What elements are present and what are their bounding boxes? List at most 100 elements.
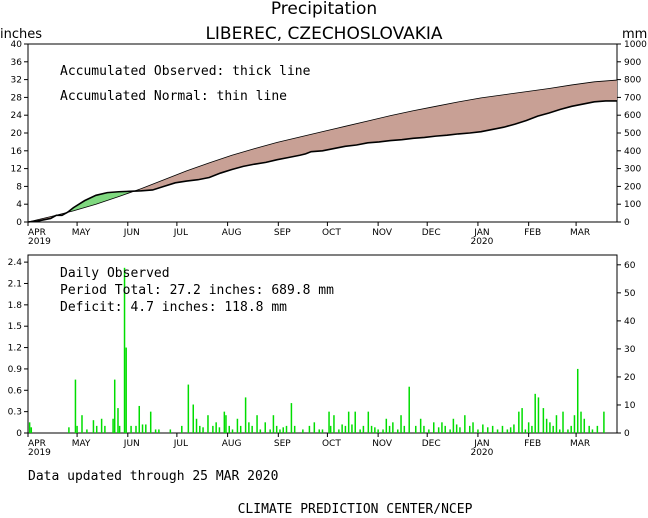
daily-bar xyxy=(359,429,361,433)
month-label: FEB xyxy=(524,439,541,449)
y-tick-label-left: 0.6 xyxy=(8,386,23,396)
year-label: 2020 xyxy=(470,448,493,458)
daily-bar xyxy=(428,429,430,433)
y-tick-label-right: 50 xyxy=(624,289,636,299)
daily-bar xyxy=(576,368,579,433)
y-tick-label-left: 2.4 xyxy=(8,258,23,268)
daily-bar xyxy=(236,418,239,433)
month-label: DEC xyxy=(422,439,441,449)
daily-bar xyxy=(496,429,499,433)
daily-observed-label: Daily Observed xyxy=(60,266,170,281)
y-tick-label-right: 0 xyxy=(624,218,630,228)
daily-bar xyxy=(341,424,343,433)
month-label: MAY xyxy=(72,228,91,238)
daily-bar xyxy=(248,422,250,433)
daily-bar xyxy=(552,425,554,433)
y-tick-label-right: 400 xyxy=(624,147,641,157)
daily-bar xyxy=(437,427,440,433)
y-tick-label-right: 60 xyxy=(624,261,636,271)
daily-bar xyxy=(282,427,284,433)
daily-bar xyxy=(459,427,461,433)
y-tick-label-right: 700 xyxy=(624,93,641,103)
y-axis-label-right: mm xyxy=(622,27,647,42)
legend-normal: Accumulated Normal: thin line xyxy=(60,89,287,104)
daily-bar xyxy=(285,425,288,433)
daily-bar xyxy=(472,422,474,433)
daily-bar xyxy=(95,425,98,433)
y-tick-label-right: 600 xyxy=(624,111,641,121)
daily-bar xyxy=(225,415,227,433)
year-label: 2019 xyxy=(28,448,51,458)
daily-bar xyxy=(308,425,311,433)
daily-bar xyxy=(415,425,417,433)
deficit-label: Deficit: 4.7 inches: 118.8 mm xyxy=(60,300,287,315)
daily-bar xyxy=(130,425,132,433)
daily-frame xyxy=(27,254,618,434)
daily-bar xyxy=(269,429,271,433)
daily-bar xyxy=(169,429,172,433)
daily-bar xyxy=(192,404,194,433)
daily-bar xyxy=(149,411,152,433)
daily-bar xyxy=(212,425,214,433)
y-tick-label-right: 10 xyxy=(624,401,636,411)
daily-bar xyxy=(112,418,114,433)
daily-bar xyxy=(81,415,83,433)
daily-bar xyxy=(423,425,425,433)
daily-bar xyxy=(521,408,523,433)
daily-bar xyxy=(455,424,458,433)
daily-bar xyxy=(218,427,221,433)
daily-bar xyxy=(549,422,551,433)
daily-bar xyxy=(531,425,533,433)
daily-bar xyxy=(86,429,88,433)
y-tick-label-left: 40 xyxy=(11,40,23,50)
y-tick-label-left: 16 xyxy=(11,147,23,157)
y-tick-label-left: 1.8 xyxy=(8,301,23,311)
daily-bar xyxy=(202,427,204,433)
daily-bar xyxy=(491,425,494,433)
daily-bar xyxy=(228,425,230,433)
daily-bar xyxy=(542,408,545,433)
daily-bar xyxy=(145,424,147,433)
observed-line xyxy=(27,100,617,223)
daily-bar xyxy=(392,422,394,433)
y-tick-label-left: 28 xyxy=(11,93,23,103)
month-label: OCT xyxy=(322,228,341,238)
month-label: SEP xyxy=(274,228,291,238)
daily-bar xyxy=(419,418,422,433)
daily-bar xyxy=(534,393,536,433)
y-tick-label-left: 4 xyxy=(16,200,22,210)
daily-bar xyxy=(573,415,576,433)
credit-line: CLIMATE PREDICTION CENTER/NCEP xyxy=(238,502,473,517)
month-label: JAN xyxy=(473,228,489,238)
daily-bar xyxy=(444,425,446,433)
surplus-area xyxy=(67,191,130,213)
y-tick-label-left: 24 xyxy=(11,111,23,121)
daily-bar xyxy=(403,425,406,433)
daily-bar xyxy=(74,379,77,433)
daily-bar xyxy=(477,429,479,433)
data-updated-note: Data updated through 25 MAR 2020 xyxy=(28,469,278,484)
daily-bar xyxy=(567,429,569,433)
daily-bar xyxy=(244,397,247,433)
daily-bar xyxy=(377,429,379,433)
daily-bar xyxy=(501,425,504,433)
daily-bar xyxy=(506,429,509,433)
daily-bar xyxy=(135,425,137,433)
month-label: OCT xyxy=(322,439,341,449)
y-tick-label-right: 20 xyxy=(624,373,636,383)
month-label: AUG xyxy=(222,228,242,238)
y-tick-label-right: 300 xyxy=(624,165,641,175)
y-tick-label-right: 900 xyxy=(624,58,641,68)
y-tick-label-right: 500 xyxy=(624,129,641,139)
daily-bar xyxy=(207,415,209,433)
daily-bar xyxy=(231,429,234,433)
daily-bar xyxy=(256,415,258,433)
daily-bar xyxy=(30,427,33,433)
daily-bar xyxy=(591,429,594,433)
daily-bar xyxy=(181,425,183,433)
daily-bar xyxy=(76,425,78,433)
daily-bar xyxy=(347,411,350,433)
daily-bar xyxy=(125,347,127,433)
